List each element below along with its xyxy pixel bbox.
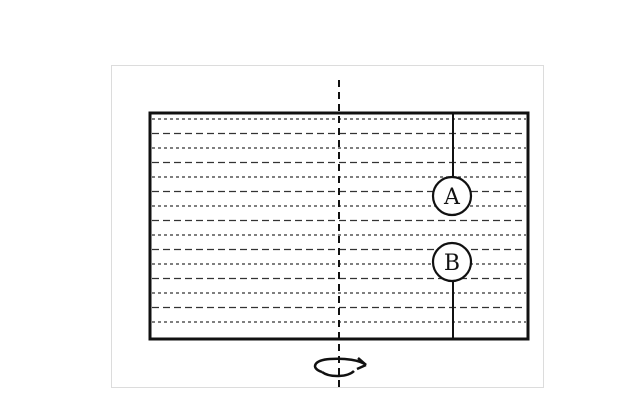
water-hatch [152, 118, 526, 323]
rotation-arrow-head [356, 357, 367, 371]
figure-frame [111, 65, 544, 388]
rotation-direction-icon [313, 357, 367, 378]
rotation-arrow-lower-arc [321, 370, 355, 378]
ball-a-label: A [443, 185, 461, 210]
ball-b: B [431, 241, 473, 283]
ball-a: A [431, 175, 473, 217]
rotation-arrow-arc [313, 357, 367, 374]
ball-b-label: B [444, 251, 460, 276]
ball-b-circle [431, 241, 473, 283]
ball-a-circle [431, 175, 473, 217]
